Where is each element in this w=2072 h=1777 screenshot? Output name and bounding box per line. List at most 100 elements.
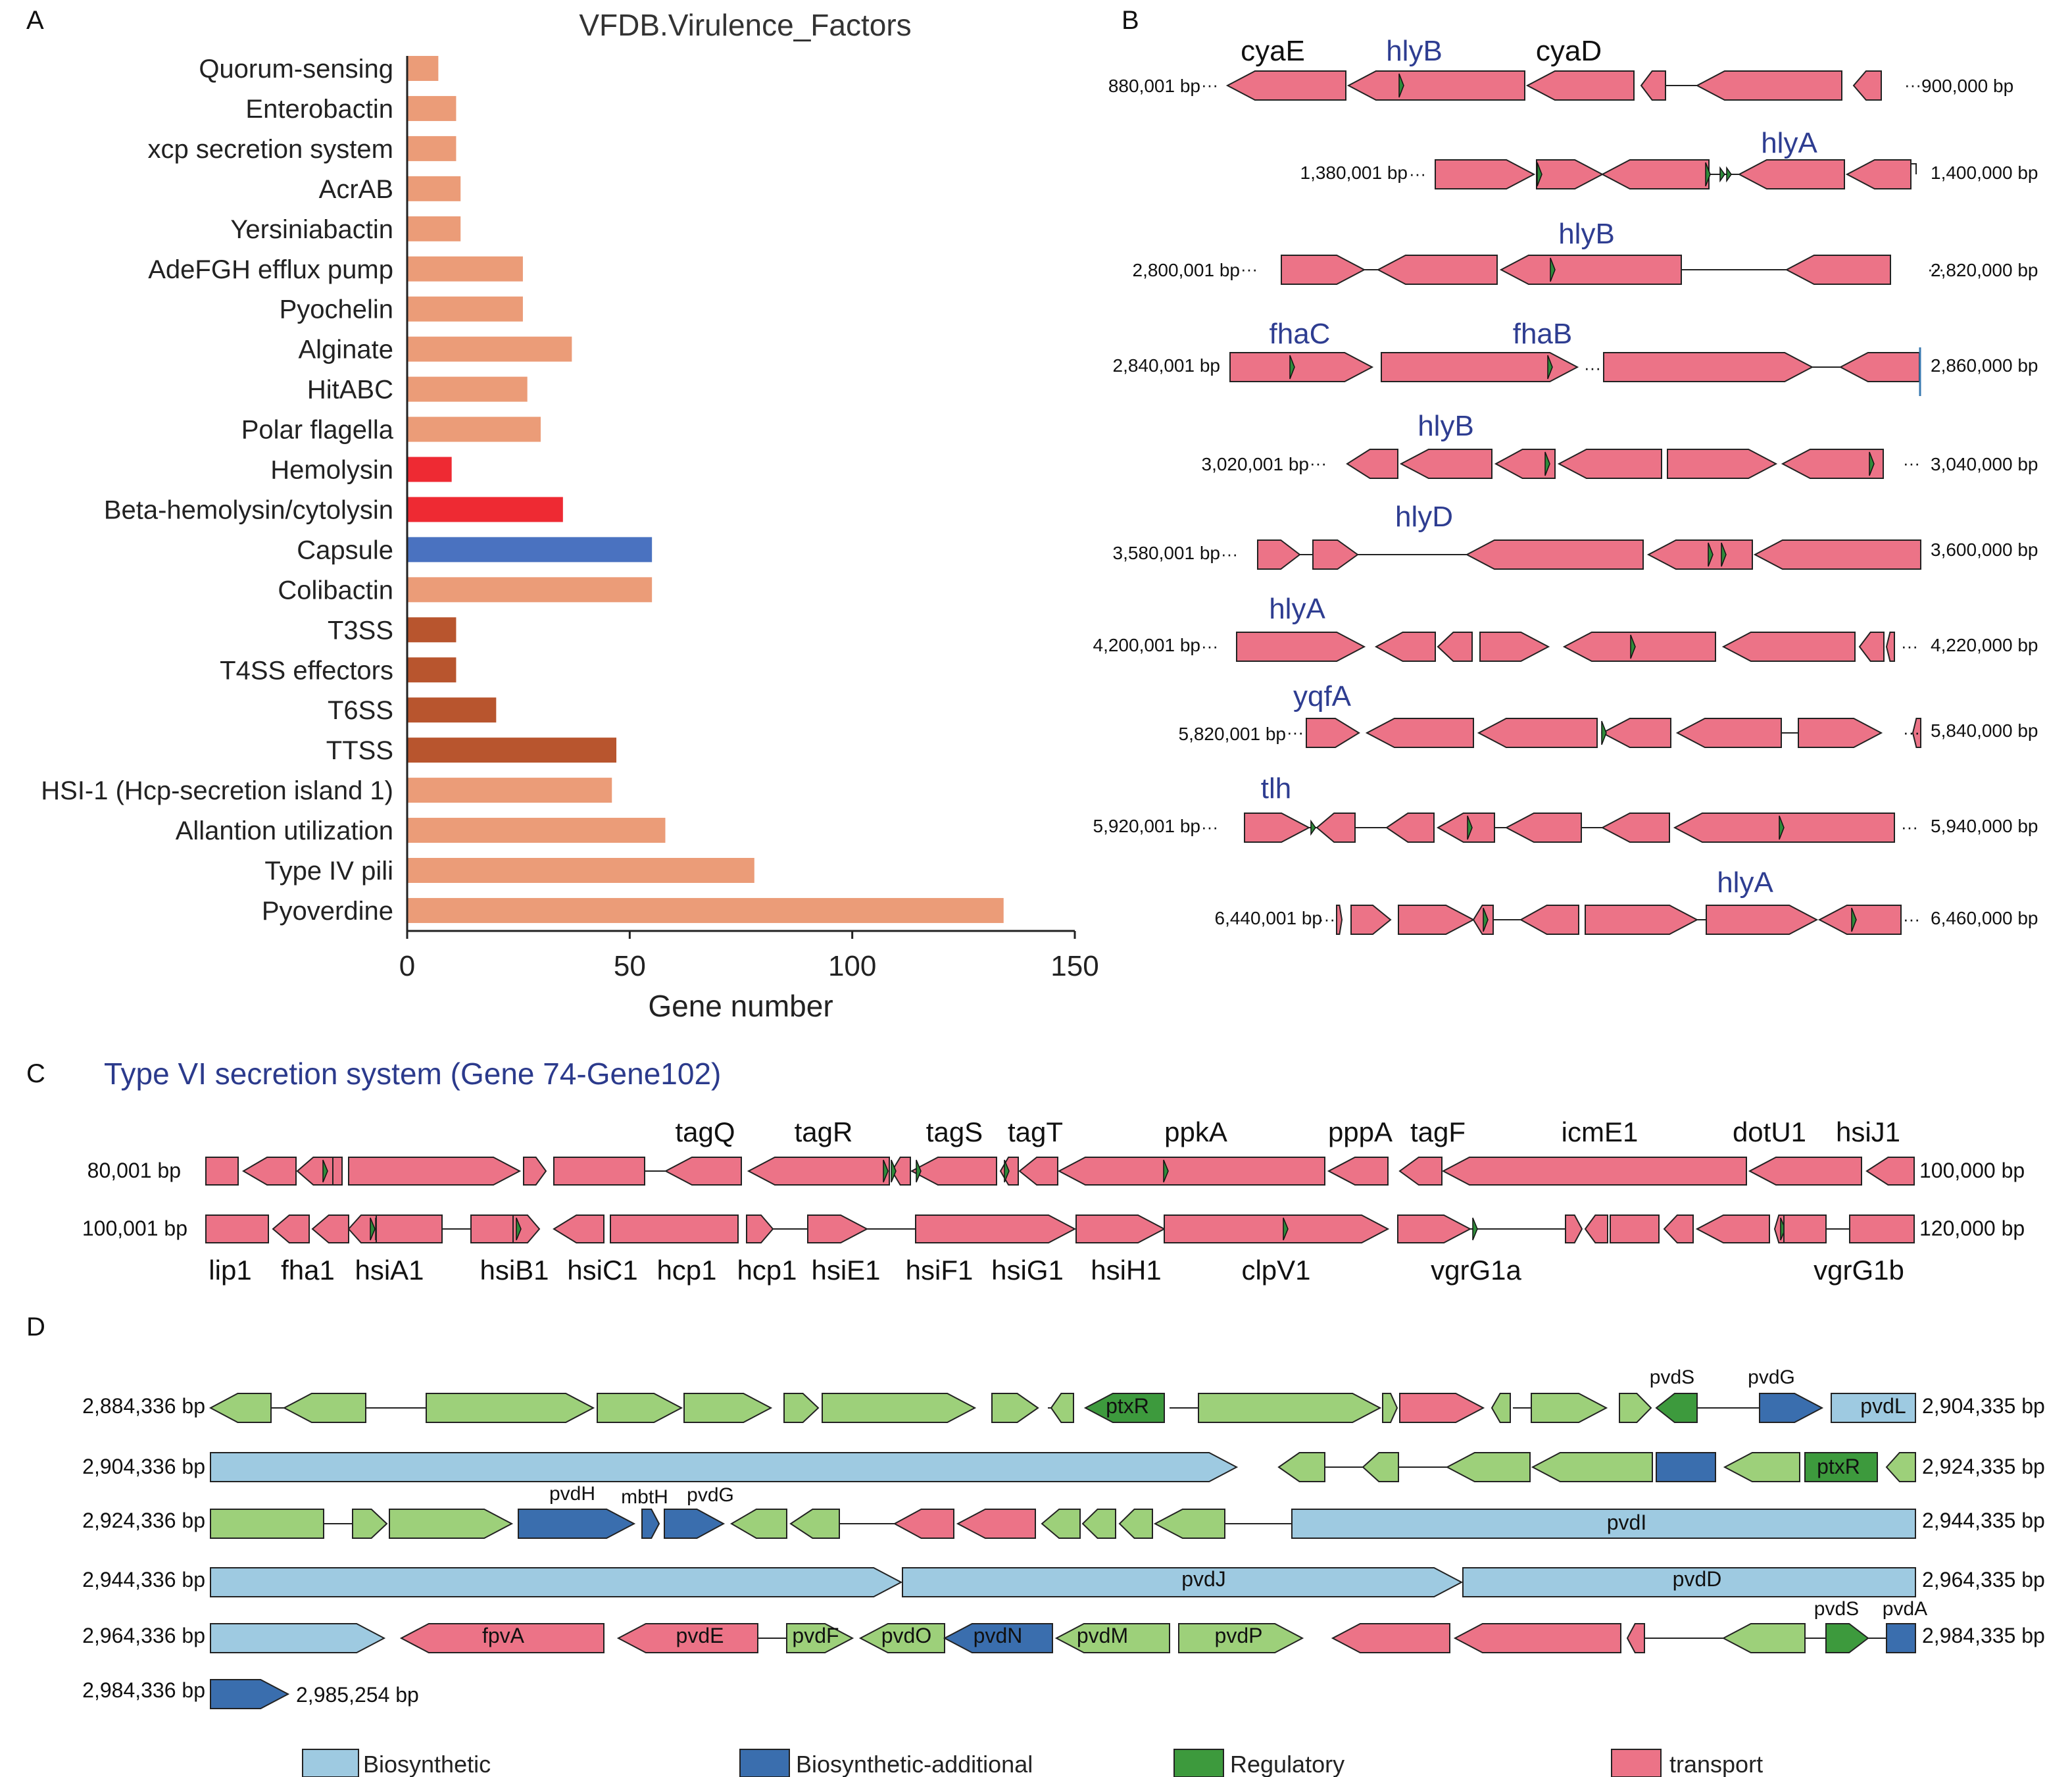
panel-letter-a: A [26, 6, 44, 35]
locus-5-gene [1399, 449, 1492, 479]
pvd-row4-end: 2,964,335 bp [1922, 1568, 2045, 1591]
t6ss-row1-gene [1398, 1157, 1443, 1186]
legend-label-biosynthetic: Biosynthetic [363, 1751, 491, 1777]
bar-21 [407, 858, 754, 883]
gene-label-yqfA: yqfA [1293, 680, 1352, 713]
pvd-row3-gene [893, 1509, 954, 1539]
domain-marker [1630, 634, 1636, 659]
category-label: TTSS [326, 736, 393, 765]
t6ss-row1-start: 80,001 bp [87, 1159, 181, 1182]
domain-marker [1705, 162, 1711, 187]
locus-3-end: 2,820,000 bp [1931, 260, 2038, 280]
t6ss-row2-gene [1783, 1214, 1827, 1243]
label-pvdE: pvdE [676, 1624, 724, 1647]
pvd-row5-gene [943, 1623, 1053, 1653]
t6ss-row1-gene [747, 1157, 890, 1186]
t6ss-row2-gene [1849, 1214, 1915, 1243]
label-pvdG-1: pvdG [1748, 1366, 1795, 1388]
locus-6-gene [1465, 539, 1644, 570]
t6ss-row1-end: 100,000 bp [1919, 1159, 2025, 1182]
locus-7-gene [1479, 632, 1550, 662]
pvd-row5-gene [1721, 1623, 1806, 1653]
t6ss-row1-gene [332, 1157, 343, 1186]
pvd-row6-start: 2,984,336 bp [82, 1678, 205, 1702]
domain-marker [516, 1217, 522, 1241]
pvd-row3-gene [389, 1509, 514, 1539]
pvd-row1-gene [1050, 1393, 1074, 1423]
category-label: Pyoverdine [262, 897, 393, 926]
pvd-row3-gene [956, 1509, 1036, 1539]
domain-marker [1780, 1217, 1786, 1241]
locus-8-end: 5,840,000 bp [1931, 720, 2038, 741]
label-pvdA: pvdA [1883, 1598, 1927, 1620]
ellipsis: ··· [1584, 358, 1601, 378]
locus-10-gene [1336, 905, 1343, 935]
end-bracket [1911, 163, 1917, 174]
t6ss-row2-gene [1075, 1214, 1166, 1243]
t6ss-row1-gene [348, 1157, 522, 1186]
locus-7-start: 4,200,001 bp [1093, 635, 1201, 655]
pvd-row4-gene [902, 1567, 1464, 1597]
t6ss-row2-gene [1164, 1214, 1390, 1243]
pvd-row3-gene [1118, 1509, 1153, 1539]
locus-6-gene [1312, 539, 1359, 570]
t6ss-row1-gene [891, 1157, 911, 1186]
bar-6 [407, 256, 523, 282]
label-pvdS-1: pvdS [1650, 1366, 1694, 1388]
label-pvdH: pvdH [549, 1483, 595, 1505]
ellipsis: ··· [1903, 453, 1920, 473]
pvd-row1-gene [426, 1393, 595, 1423]
locus-8-gene [1306, 718, 1360, 748]
bar-16 [407, 657, 456, 683]
x-axis-label: Gene number [648, 989, 833, 1023]
pvd-row5-gene [1825, 1623, 1869, 1653]
locus-3-start: 2,800,001 bp [1133, 260, 1241, 280]
pvd-row6-gene [210, 1679, 290, 1709]
pvd-row1-gene [282, 1393, 366, 1423]
pvd-row5-gene [1453, 1623, 1621, 1653]
gene-label-hlyA-1: hlyA [1761, 127, 1817, 159]
locus-10-end: 6,460,000 bp [1931, 908, 2038, 928]
locus-10-gene [1519, 905, 1579, 935]
bar-9 [407, 376, 528, 402]
t6ss-gene-label: vgrG1b [1813, 1255, 1904, 1286]
category-label: T4SS effectors [220, 656, 393, 685]
t6ss-gene-label: hsiF1 [906, 1255, 974, 1286]
ellipsis: ··· [1201, 817, 1218, 837]
ellipsis: ··· [1310, 453, 1327, 473]
category-label: T6SS [328, 696, 393, 725]
t6ss-gene-label: hsiA1 [355, 1255, 424, 1286]
pvd-row2-gene [1804, 1452, 1878, 1482]
locus-6-gene [1753, 539, 1921, 570]
t6ss-row1-gene [910, 1157, 997, 1186]
t6ss-row2-end: 120,000 bp [1919, 1216, 2025, 1240]
pvd-row2-gene [1723, 1452, 1800, 1482]
t6ss-gene-label: tagR [795, 1116, 853, 1147]
panel-letter-d: D [26, 1313, 45, 1341]
pvd-row5-gene [210, 1623, 386, 1653]
t6ss-row2-gene [746, 1214, 774, 1243]
domain-marker [370, 1217, 376, 1241]
locus-7-gene [1236, 632, 1366, 662]
gene-label-hlyD: hlyD [1395, 501, 1453, 533]
label-pvdL: pvdL [1860, 1394, 1906, 1418]
t6ss-row2-gene [1695, 1214, 1770, 1243]
label-pvdN: pvdN [974, 1624, 1023, 1647]
bar-4 [407, 176, 461, 201]
domain-marker [1547, 355, 1553, 380]
label-mbtH: mbtH [621, 1486, 668, 1508]
t6ss-row1-gene [1057, 1157, 1325, 1186]
t6ss-row2-gene [610, 1214, 739, 1243]
locus-3-gene [1785, 255, 1891, 285]
pvd-row1-gene [822, 1393, 977, 1423]
locus-10-gene [1398, 905, 1475, 935]
pvd-row2-gene [1656, 1452, 1716, 1482]
locus-1-gene [1640, 70, 1666, 101]
t6ss-gene-label: hcp1 [737, 1255, 797, 1286]
pvd-row5-gene [1886, 1623, 1916, 1653]
locus-2-gene [1600, 159, 1710, 189]
pvd-row3-gene [1081, 1509, 1116, 1539]
domain-marker [883, 1159, 889, 1183]
domain-marker [1869, 451, 1875, 476]
locus-9-start: 5,920,001 bp [1093, 816, 1201, 836]
